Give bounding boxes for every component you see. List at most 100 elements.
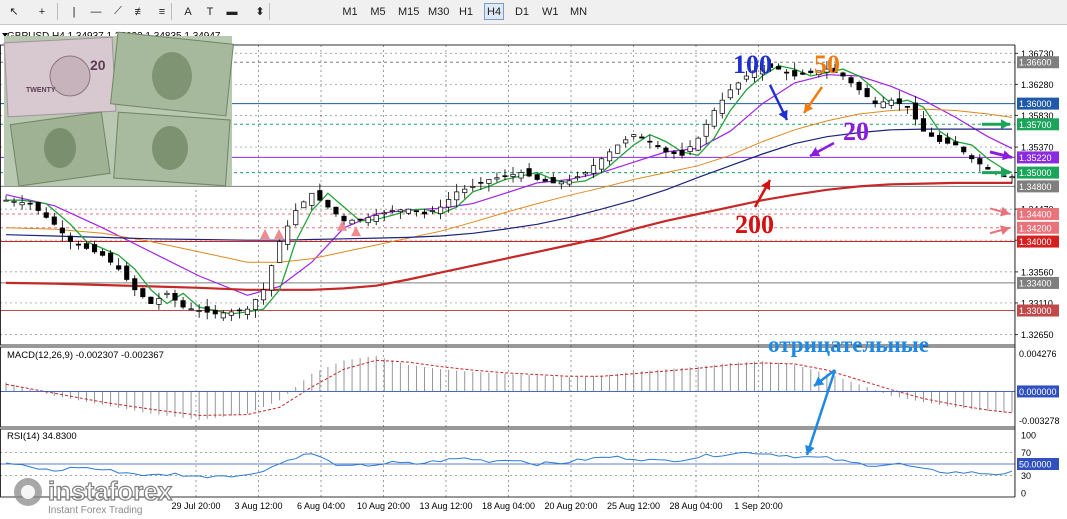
rectangle-icon[interactable]: ▬ xyxy=(226,5,238,18)
candle xyxy=(188,302,194,311)
time-axis-label: 6 Aug 04:00 xyxy=(297,501,345,511)
macd-tick-label: 0.000000 xyxy=(1019,387,1057,397)
candle xyxy=(623,136,629,148)
level-1-35-arrow xyxy=(982,167,1010,178)
price-tick-label: 1.36730 xyxy=(1021,49,1054,59)
price-level-label: 1.36000 xyxy=(1019,99,1052,109)
rsi-tick-label: 70 xyxy=(1021,448,1031,458)
candle xyxy=(751,66,758,83)
chart-area: GBPUSD,H4 1.34937 1.35033 1.34835 1.3494… xyxy=(0,25,1067,519)
candle xyxy=(11,197,17,207)
timeframe-m15-button[interactable]: M15 xyxy=(398,5,420,18)
price-tick-label: 1.33110 xyxy=(1021,298,1053,308)
timeframe-h1-button[interactable]: H1 xyxy=(458,5,474,18)
candle xyxy=(454,183,460,208)
price-level-label: 1.35220 xyxy=(1019,153,1052,163)
price-tick-label: 1.35370 xyxy=(1021,143,1054,153)
candle xyxy=(293,203,299,227)
cursor-icon[interactable]: ↖ xyxy=(9,6,19,18)
price-tick-label: 1.36280 xyxy=(1021,80,1054,90)
candle xyxy=(912,95,918,126)
candle xyxy=(792,62,798,80)
vertical-line-icon[interactable]: | xyxy=(72,5,76,18)
candle xyxy=(83,241,90,250)
candle xyxy=(808,68,814,75)
timeframe-m30-button[interactable]: M30 xyxy=(428,5,450,18)
rsi-tick-label: 30 xyxy=(1021,471,1031,481)
timeframe-mn-button[interactable]: MN xyxy=(570,5,588,18)
candle xyxy=(212,304,218,319)
timeframe-m1-button[interactable]: M1 xyxy=(342,5,358,18)
candle xyxy=(518,169,524,182)
negatives-arrow-rsi xyxy=(805,369,837,456)
candle xyxy=(486,178,492,192)
price-tick-label: 1.35830 xyxy=(1021,111,1054,121)
arrows-icon[interactable]: ⬍ xyxy=(255,6,265,18)
text-icon[interactable]: A xyxy=(184,5,192,18)
fibonacci-icon[interactable]: ≡ xyxy=(158,5,166,18)
price-level-badge xyxy=(1017,118,1059,131)
candle xyxy=(671,150,677,159)
ma20-arrow xyxy=(809,141,835,158)
candle xyxy=(711,107,717,129)
timeframe-h4-button[interactable]: H4 xyxy=(484,3,505,20)
ma200-arrow xyxy=(753,179,772,208)
crosshair-icon[interactable]: + xyxy=(38,5,46,18)
price-level-badge xyxy=(1017,56,1059,69)
negatives-annotation: отрицательные xyxy=(768,332,929,357)
candle xyxy=(397,209,403,219)
candle xyxy=(132,275,138,297)
equidistant-channel-icon[interactable]: ≢ xyxy=(134,5,146,18)
ma-line-ma50 xyxy=(5,108,1013,263)
fractal-up-marker xyxy=(351,226,361,237)
candle xyxy=(67,232,73,250)
ma100-annotation: 100 xyxy=(733,50,772,79)
candle xyxy=(615,144,621,154)
macd-header: MACD(12,26,9) -0.002307 -0.002367 xyxy=(7,350,164,361)
candle xyxy=(429,206,436,215)
header-dropdown-icon[interactable] xyxy=(2,33,8,37)
candle xyxy=(848,75,854,88)
rsi-line xyxy=(5,451,1013,479)
price-level-label: 1.35700 xyxy=(1019,120,1052,130)
candle xyxy=(961,146,967,155)
watermark-brand: instaforex xyxy=(48,476,173,506)
level-1-344-arrow xyxy=(989,206,1011,217)
candle xyxy=(896,90,902,111)
candle xyxy=(405,208,411,215)
candle xyxy=(840,71,846,81)
timeframe-m5-button[interactable]: M5 xyxy=(370,5,386,18)
candle xyxy=(462,185,468,199)
banknote-value: 20 xyxy=(90,57,106,73)
ma50-annotation: 50 xyxy=(814,50,840,79)
time-axis-label: 18 Aug 04:00 xyxy=(482,501,535,511)
text-label-icon[interactable]: T xyxy=(206,5,214,18)
candle xyxy=(856,80,862,95)
toolbar-separator xyxy=(269,3,270,20)
negatives-arrow-macd xyxy=(813,369,836,387)
candle xyxy=(91,240,98,254)
horizontal-line-icon[interactable]: — xyxy=(90,5,102,18)
price-level-label: 1.34800 xyxy=(1019,182,1052,192)
candle xyxy=(566,174,572,187)
candle xyxy=(977,154,983,172)
candle xyxy=(510,167,516,183)
candle xyxy=(953,135,959,146)
time-axis-label: 3 Aug 12:00 xyxy=(234,501,282,511)
time-axis-label: 13 Aug 12:00 xyxy=(419,501,472,511)
candle xyxy=(349,218,355,225)
candle xyxy=(550,173,556,184)
trendline-icon[interactable]: ⟋ xyxy=(114,5,122,17)
candle xyxy=(164,290,170,299)
candle xyxy=(421,208,428,219)
timeframe-w1-button[interactable]: W1 xyxy=(542,5,559,18)
candle xyxy=(542,176,548,182)
candle xyxy=(27,200,33,211)
candle xyxy=(937,132,943,145)
candle xyxy=(75,240,81,250)
candle xyxy=(43,207,49,219)
candle xyxy=(116,258,122,272)
candle xyxy=(373,209,379,226)
candle xyxy=(687,140,693,156)
timeframe-d1-button[interactable]: D1 xyxy=(514,5,530,18)
